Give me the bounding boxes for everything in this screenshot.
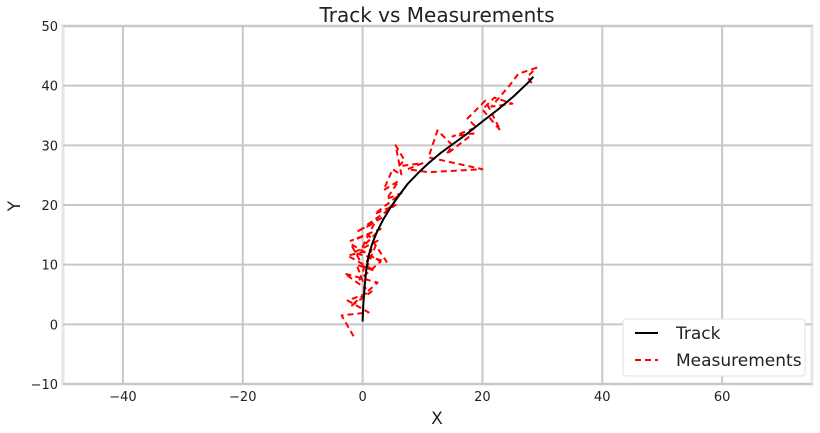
chart-title: Track vs Measurements: [318, 3, 554, 27]
x-tick-label: 20: [474, 390, 491, 405]
y-axis-label: Y: [5, 200, 25, 212]
series-layer: [340, 66, 538, 337]
x-axis-label: X: [431, 409, 443, 429]
legend-measurements-label: Measurements: [676, 351, 802, 371]
legend: Track Measurements: [622, 318, 806, 377]
y-tick-label: 10: [41, 259, 58, 274]
y-tick-labels: −10 0 10 20 30 40 50: [31, 20, 58, 393]
track-series-line: [361, 76, 535, 322]
y-tick-label: 30: [41, 139, 58, 154]
y-tick-label: 0: [50, 318, 58, 333]
x-tick-labels: −40 −20 0 20 40 60: [109, 390, 730, 405]
x-tick-label: 40: [594, 390, 611, 405]
x-tick-label: −40: [109, 390, 136, 405]
legend-track-label: Track: [675, 324, 721, 344]
y-tick-label: −10: [31, 378, 58, 393]
x-tick-label: 60: [714, 390, 731, 405]
grid: [63, 25, 812, 385]
x-tick-label: 0: [358, 390, 366, 405]
y-tick-label: 50: [41, 20, 58, 35]
x-tick-label: −20: [229, 390, 256, 405]
y-tick-label: 20: [41, 199, 58, 214]
legend-box: [622, 318, 806, 377]
y-tick-label: 40: [41, 80, 58, 95]
measurements-series-line: [340, 66, 538, 337]
